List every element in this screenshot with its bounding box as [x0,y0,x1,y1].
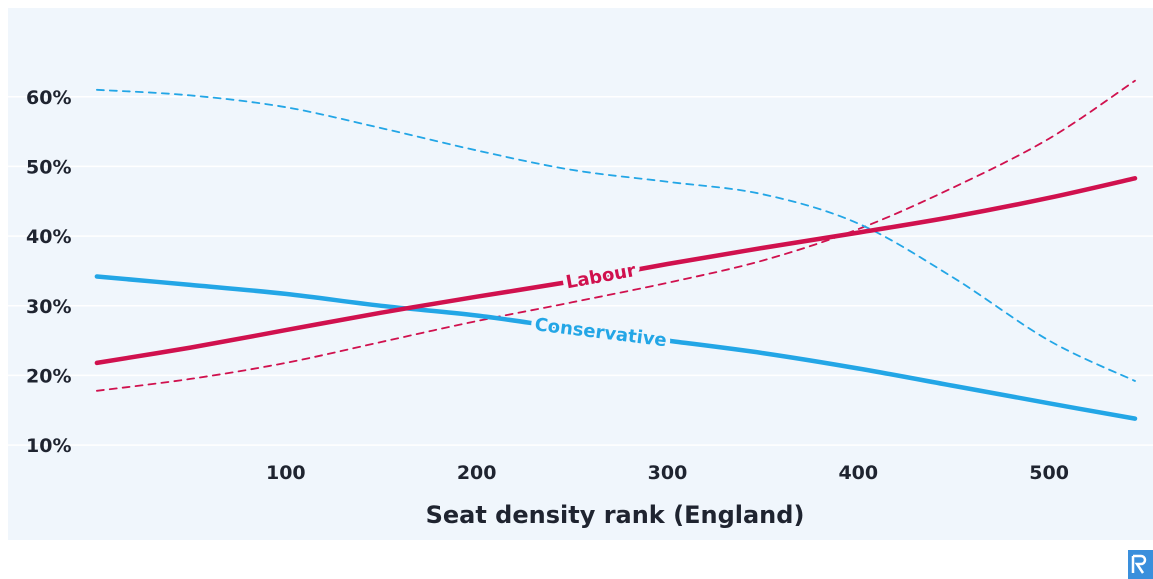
y-tick-label: 20% [26,365,71,387]
x-tick-label: 200 [457,462,497,484]
grid-lines [8,96,1153,446]
x-tick-label: 500 [1029,462,1069,484]
series-lines [94,79,1138,421]
x-tick-label: 100 [266,462,306,484]
logo-icon [1128,550,1153,579]
y-tick-label: 60% [26,87,71,109]
y-tick-label: 50% [26,156,71,178]
y-tick-label: 10% [26,435,71,457]
y-tick-label: 40% [26,226,71,248]
x-axis-title: Seat density rank (England) [426,501,805,529]
blue-series-line [94,274,1138,421]
dashed-red-series-line [96,79,1136,392]
dashed-blue-series-line [96,88,1136,382]
x-tick-label: 300 [648,462,688,484]
red-series-line [94,176,1138,366]
y-tick-label: 30% [26,296,71,318]
x-tick-label: 400 [838,462,878,484]
x-axis-ticks: 100 200 300 400 500 [266,462,1069,484]
y-axis-ticks: 10% 20% 30% 40% 50% 60% [26,87,71,457]
